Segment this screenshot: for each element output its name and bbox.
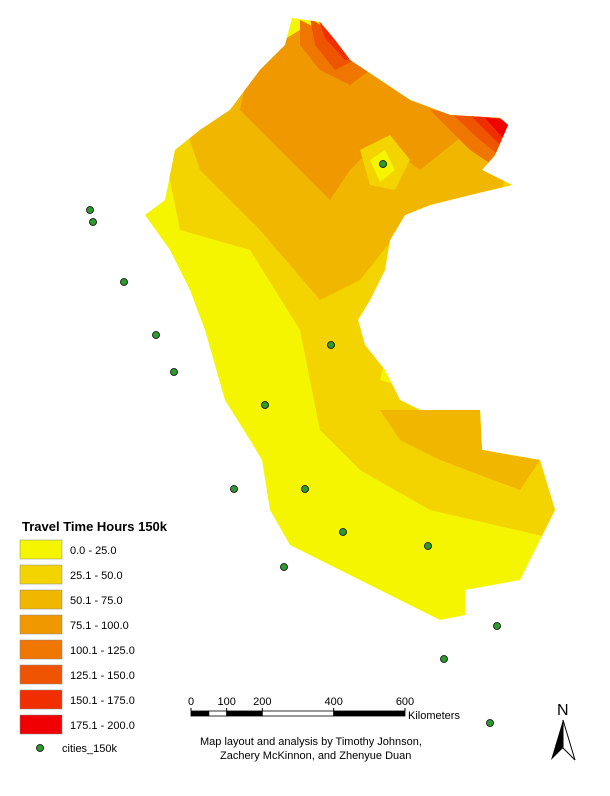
legend-point-label: cities_150k xyxy=(62,743,118,755)
city-point xyxy=(440,655,448,663)
city-point xyxy=(486,719,494,727)
legend-swatch xyxy=(19,564,63,585)
legend-label: 50.1 - 75.0 xyxy=(70,595,123,607)
legend-label: 100.1 - 125.0 xyxy=(70,645,135,657)
legend-swatch xyxy=(19,689,63,710)
city-point xyxy=(152,331,160,339)
scale-tick-label: 0 xyxy=(188,696,194,708)
legend-swatch xyxy=(19,589,63,610)
city-point xyxy=(327,341,335,349)
scale-segment xyxy=(333,710,406,717)
city-point xyxy=(424,542,432,550)
scale-tick-label: 400 xyxy=(324,696,342,708)
travel-zone xyxy=(240,30,470,200)
north-label: N xyxy=(557,702,569,719)
credit-line: Zachery McKinnon, and Zhenyue Duan xyxy=(220,750,411,762)
legend-point-symbol xyxy=(36,744,44,752)
city-point xyxy=(86,206,94,214)
scale-tick-label: 100 xyxy=(217,696,235,708)
scale-tick-label: 600 xyxy=(396,696,414,708)
legend-swatch xyxy=(19,714,63,735)
scale-bar: 0 100 200 400 600 Kilometers xyxy=(188,696,461,722)
city-point xyxy=(230,485,238,493)
cities xyxy=(86,160,501,727)
legend: 0.0 - 25.0 25.1 - 50.0 50.1 - 75.0 75.1 - 1… xyxy=(19,539,135,735)
city-point xyxy=(301,485,309,493)
city-point xyxy=(170,368,178,376)
legend-swatch xyxy=(19,539,63,560)
scale-segment xyxy=(261,710,335,717)
legend-swatch xyxy=(19,664,63,685)
legend-label: 175.1 - 200.0 xyxy=(70,720,135,732)
travel-time-surface xyxy=(145,18,555,620)
legend-title: Travel Time Hours 150k xyxy=(22,519,168,534)
scale-tick-label: 200 xyxy=(253,696,271,708)
city-point xyxy=(339,528,347,536)
city-point xyxy=(89,218,97,226)
credit-line: Map layout and analysis by Timothy Johns… xyxy=(200,736,422,748)
legend-swatch xyxy=(19,614,63,635)
city-point xyxy=(120,278,128,286)
city-point xyxy=(379,160,387,168)
scale-segment xyxy=(208,710,228,717)
scale-segment xyxy=(190,710,210,717)
legend-label: 0.0 - 25.0 xyxy=(70,545,116,557)
travel-zone xyxy=(485,118,510,140)
scale-unit: Kilometers xyxy=(408,710,460,722)
legend-label: 25.1 - 50.0 xyxy=(70,570,123,582)
north-arrow: N xyxy=(551,702,576,761)
legend-label: 125.1 - 150.0 xyxy=(70,670,135,682)
scale-segment xyxy=(226,710,263,717)
legend-swatch xyxy=(19,639,63,660)
legend-label: 150.1 - 175.0 xyxy=(70,695,135,707)
city-point xyxy=(261,401,269,409)
city-point xyxy=(280,563,288,571)
city-point xyxy=(493,622,501,630)
legend-label: 75.1 - 100.0 xyxy=(70,620,129,632)
